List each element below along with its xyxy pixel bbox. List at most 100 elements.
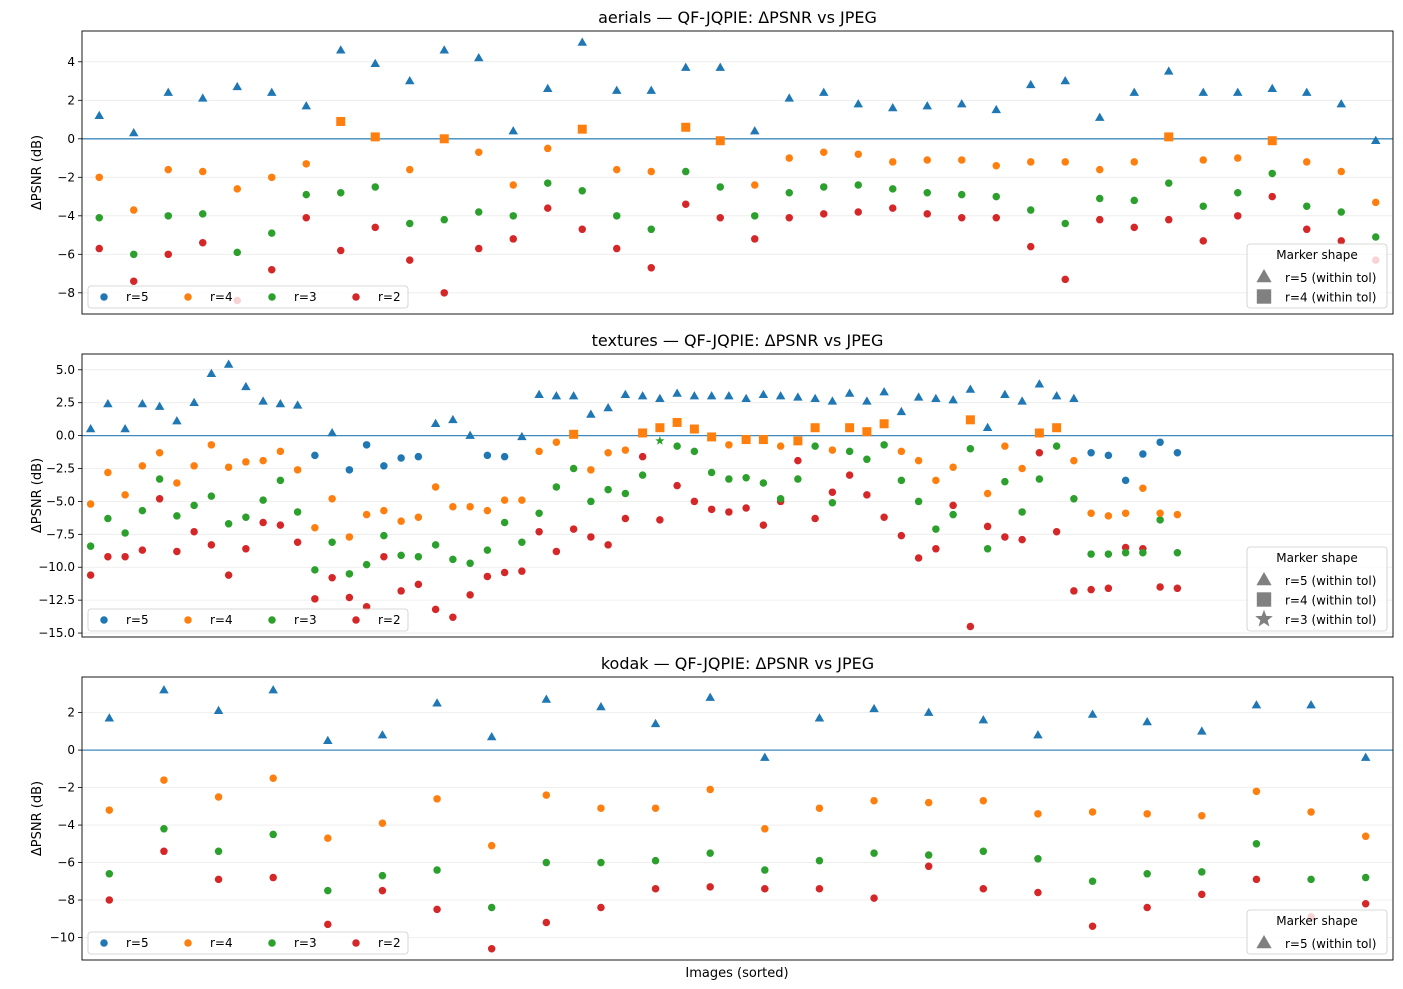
- aerials-r2-point: [578, 225, 586, 234]
- aerials-r5-point: [474, 52, 484, 62]
- textures-r3-point: [932, 525, 940, 533]
- aerials-r4-point: [302, 160, 310, 168]
- textures-ytick-label: −12.5: [38, 593, 75, 607]
- textures-r3-point: [500, 518, 509, 527]
- textures-r4-point: [569, 429, 579, 439]
- textures-ylabel: ΔPSNR (dB): [30, 458, 45, 533]
- textures-r5-point: [879, 387, 889, 396]
- aerials-r3-point: [130, 250, 138, 259]
- aerials-r3-point: [268, 229, 276, 237]
- textures-r4-point: [104, 468, 112, 477]
- textures-r2-point: [914, 554, 923, 562]
- textures-r2-point: [845, 471, 854, 479]
- textures-legend-marker-r2: [352, 616, 360, 624]
- textures-legend-marker-r4: [184, 616, 192, 624]
- textures-r2-point: [1087, 585, 1095, 594]
- aerials-r5-point: [577, 37, 587, 46]
- aerials-r5-point: [301, 101, 311, 110]
- textures-r4-point: [1173, 510, 1182, 519]
- kodak-r2-point: [542, 918, 551, 927]
- textures-r5-point: [620, 389, 631, 399]
- textures-r2-point: [759, 521, 768, 529]
- aerials-r5-point: [1233, 87, 1243, 96]
- aerials-r2-point: [1303, 225, 1311, 234]
- kodak-r5-point: [1197, 726, 1207, 735]
- textures-r5-point: [85, 424, 96, 433]
- kodak-r4-point: [706, 785, 714, 794]
- textures-r3-point: [483, 546, 492, 554]
- textures-r5-point: [1104, 451, 1113, 460]
- textures-r2-point: [518, 567, 526, 575]
- kodak-series-legend-box: [87, 931, 409, 955]
- aerials-r2-point: [440, 289, 448, 297]
- textures-r4-point: [707, 432, 717, 442]
- textures-r2-point: [897, 531, 906, 540]
- textures-r5-point: [689, 391, 700, 400]
- textures-ytick-label: −15.0: [38, 626, 75, 640]
- aerials-r5-point: [1060, 76, 1070, 85]
- kodak-r5-point: [377, 730, 388, 739]
- aerials-r5-point: [1371, 135, 1381, 144]
- textures-r3-point: [1156, 516, 1164, 524]
- textures-ytick-label: 5.0: [56, 363, 75, 377]
- textures-r3-point: [828, 498, 837, 507]
- aerials-r5-point: [543, 83, 553, 93]
- textures-r4-point: [362, 510, 371, 519]
- textures-r5-point: [380, 462, 388, 470]
- aerials-r4-point: [406, 165, 414, 174]
- textures-r2-point: [397, 587, 405, 595]
- textures-r2-point: [1001, 533, 1009, 541]
- aerials-r5-point: [750, 126, 760, 135]
- textures-r4-point: [776, 442, 785, 450]
- kodak-r3-point: [1307, 875, 1315, 884]
- textures-r3-point: [86, 542, 95, 550]
- kodak-r3-point: [160, 825, 168, 833]
- textures-r4-point: [397, 517, 405, 525]
- aerials-r4-point: [1372, 198, 1380, 207]
- textures-r4-point: [345, 533, 354, 541]
- textures-ytick-label: −5.0: [46, 494, 75, 508]
- aerials-shape-legend-triangle-icon: [1256, 269, 1272, 283]
- textures-r4-point: [604, 448, 612, 457]
- textures-r5-point: [982, 422, 993, 431]
- aerials-r4-point: [854, 150, 862, 158]
- textures-r3-point: [759, 479, 768, 487]
- textures-r5-point: [258, 396, 268, 405]
- kodak-r2-point: [1034, 888, 1042, 897]
- aerials-shape-legend-box: [1246, 243, 1388, 309]
- aerials-r4-point: [889, 158, 897, 166]
- aerials-ytick-label: 4: [67, 55, 75, 69]
- textures-r5-point: [292, 400, 303, 409]
- aerials-r2-point: [716, 213, 724, 222]
- kodak-r5-point: [213, 705, 224, 714]
- textures-r4-point: [932, 476, 940, 485]
- kodak-ytick-label: −2: [57, 781, 75, 795]
- aerials-ylabel: ΔPSNR (dB): [30, 135, 45, 210]
- kodak-r4-point: [1307, 808, 1315, 816]
- textures-r5-point: [637, 391, 648, 400]
- textures-shape-legend: Marker shape r=5 (within tol) r=4 (within …: [1246, 546, 1388, 632]
- aerials-r5-point: [888, 103, 898, 112]
- textures-r5-point: [568, 391, 579, 400]
- aerials-r2-point: [130, 277, 138, 286]
- textures-r2-point: [1173, 584, 1182, 593]
- aerials-r4-point: [199, 167, 207, 176]
- aerials-r2-point: [1234, 212, 1242, 220]
- textures-r5-point: [397, 454, 405, 462]
- textures-r5-point: [414, 452, 423, 461]
- textures-shape-legend-label: r=5 (within tol): [1285, 574, 1376, 588]
- textures-r4-point: [725, 441, 733, 449]
- textures-r2-point: [276, 521, 285, 529]
- textures-r4-point: [259, 456, 267, 465]
- textures-r2-point: [259, 518, 267, 527]
- aerials-r3-point: [164, 212, 172, 220]
- kodak-r2-point: [324, 920, 332, 929]
- textures-r5-point: [1000, 389, 1010, 399]
- kodak-legend-label-r4: r=4: [210, 936, 233, 950]
- textures-r2-point: [431, 605, 440, 614]
- kodak-r4-point: [1034, 810, 1042, 818]
- kodak-ytick-label: −4: [57, 818, 75, 832]
- textures-r5-point: [810, 393, 820, 403]
- kodak-r2-point: [214, 875, 223, 884]
- textures-series-legend-box: [87, 608, 409, 632]
